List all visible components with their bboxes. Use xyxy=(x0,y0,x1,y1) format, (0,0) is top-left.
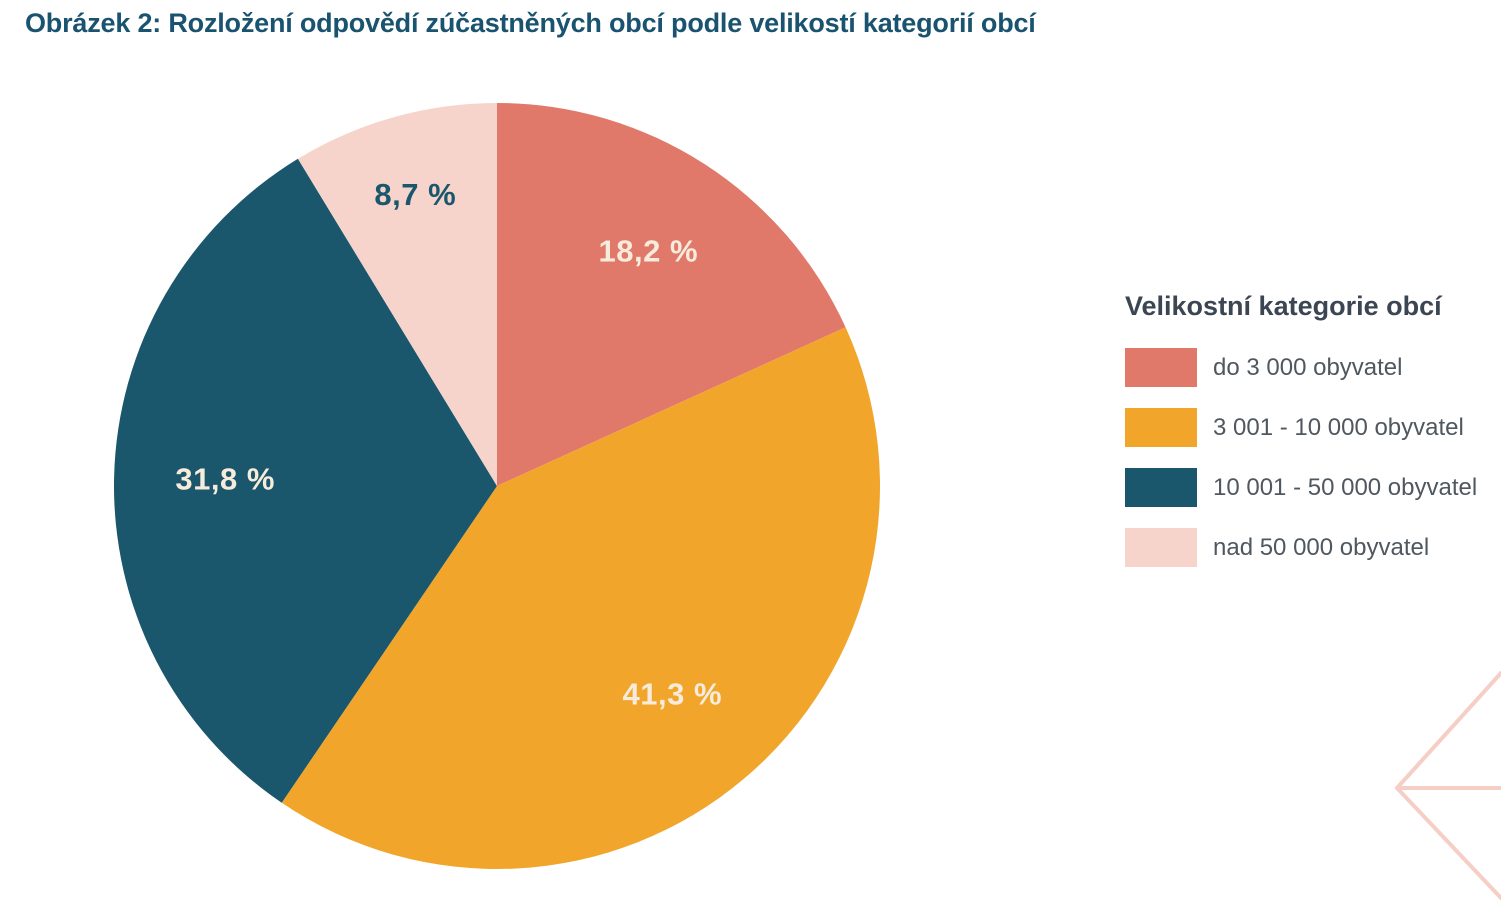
legend-item: nad 50 000 obyvatel xyxy=(1125,528,1501,567)
pie-slice-label-2: 31,8 % xyxy=(175,462,275,497)
legend-swatch xyxy=(1125,408,1197,447)
legend-item-label: nad 50 000 obyvatel xyxy=(1213,533,1430,561)
pie-chart: 18,2 % 41,3 % 31,8 % 8,7 % xyxy=(102,91,892,881)
legend-item-label: do 3 000 obyvatel xyxy=(1213,353,1403,381)
legend-item-label: 10 001 - 50 000 obyvatel xyxy=(1213,473,1478,501)
pie-slice-1 xyxy=(281,327,880,869)
pie-slice-0 xyxy=(497,103,846,486)
legend-items: do 3 000 obyvatel 3 001 - 10 000 obyvatel… xyxy=(1125,348,1501,567)
legend-item-label: 3 001 - 10 000 obyvatel xyxy=(1213,413,1464,441)
legend-title: Velikostní kategorie obcí xyxy=(1125,291,1442,321)
legend-swatch xyxy=(1125,468,1197,507)
pie-slice-label-0: 18,2 % xyxy=(599,233,699,268)
legend-swatch xyxy=(1125,348,1197,387)
pie-slice-2 xyxy=(113,158,498,803)
legend-item: 3 001 - 10 000 obyvatel xyxy=(1125,408,1501,447)
legend: Velikostní kategorie obcí do 3 000 obyva… xyxy=(1125,291,1501,588)
corner-decoration-icon xyxy=(1395,671,1501,900)
legend-item: do 3 000 obyvatel xyxy=(1125,348,1501,387)
legend-item: 10 001 - 50 000 obyvatel xyxy=(1125,468,1501,507)
legend-swatch xyxy=(1125,528,1197,567)
pie-slice-label-1: 41,3 % xyxy=(623,676,723,711)
figure-title: Obrázek 2: Rozložení odpovědí zúčastněný… xyxy=(25,8,1036,38)
pie-slice-label-3: 8,7 % xyxy=(374,177,456,212)
pie-slice-3 xyxy=(297,103,497,486)
pie-chart-svg: 18,2 % 41,3 % 31,8 % 8,7 % xyxy=(113,103,880,869)
